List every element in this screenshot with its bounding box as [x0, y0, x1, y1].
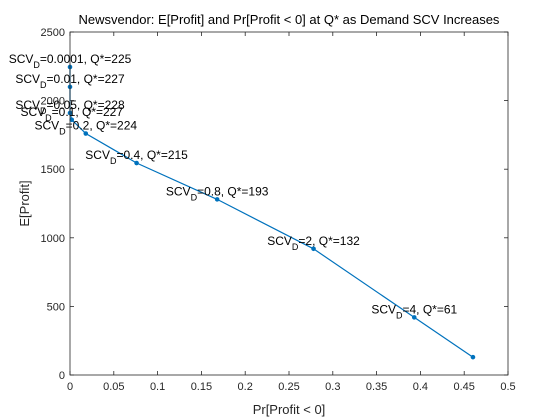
- x-axis: 0 0.05 0.1 0.15 0.2 0.25 0.3 0.35 0.4 0.45 0.5: [67, 32, 516, 393]
- y-axis: 0 500 1000 1500 2000 2500: [41, 27, 508, 382]
- x-tick-label: 0.15: [191, 381, 212, 393]
- x-tick-label: 0.3: [325, 381, 340, 393]
- chart-title: Newsvendor: E[Profit] and Pr[Profit < 0]…: [79, 12, 500, 27]
- y-tick-label: 0: [59, 370, 65, 382]
- data-point: [411, 315, 417, 320]
- point-annotation: SCVD=0.4, Q*=215: [85, 148, 188, 166]
- x-tick-label: 0: [67, 381, 73, 393]
- point-annotation: SCVD=0.05, Q*=228: [15, 98, 125, 116]
- y-tick-label: 500: [47, 301, 65, 313]
- x-tick-label: 0.45: [453, 381, 474, 393]
- x-axis-label: Pr[Profit < 0]: [253, 402, 326, 417]
- point-annotation: SCVD=0.01, Q*=227: [15, 72, 125, 90]
- y-tick-label: 2500: [41, 27, 65, 39]
- point-annotation: SCVD=4, Q*=61: [371, 302, 457, 320]
- data-point: [311, 246, 316, 252]
- x-tick-label: 0.35: [366, 381, 387, 393]
- point-annotation: SCVD=0.2, Q*=224: [34, 119, 137, 137]
- y-tick-label: 1000: [41, 233, 65, 245]
- y-tick-label: 2000: [41, 96, 65, 108]
- point-annotation: SCVD=0.0001, Q*=225: [9, 52, 132, 70]
- point-annotations: SCVD=0.0001, Q*=225 SCVD=0.01, Q*=227 SCVD…: [9, 52, 458, 320]
- plot-area: [70, 32, 508, 375]
- point-annotation: SCVD=0.8, Q*=193: [166, 184, 269, 202]
- x-tick-label: 0.4: [413, 381, 428, 393]
- data-point: [134, 160, 139, 166]
- data-point: [69, 117, 75, 123]
- y-tick-label: 1500: [41, 164, 65, 176]
- x-tick-label: 0.5: [500, 381, 515, 393]
- data-point: [470, 354, 476, 360]
- x-tick-label: 0.2: [238, 381, 253, 393]
- point-annotation: SCVD=2, Q*=132: [267, 234, 360, 252]
- data-point: [83, 131, 89, 136]
- x-tick-label: 0.25: [278, 381, 299, 393]
- data-point: [214, 197, 220, 202]
- x-tick-label: 0.05: [103, 381, 124, 393]
- point-annotation: SCVD=0.1, Q*=227: [20, 105, 123, 123]
- x-tick-label: 0.1: [150, 381, 165, 393]
- y-axis-label: E[Profit]: [17, 180, 32, 226]
- plot-box: [69, 31, 509, 376]
